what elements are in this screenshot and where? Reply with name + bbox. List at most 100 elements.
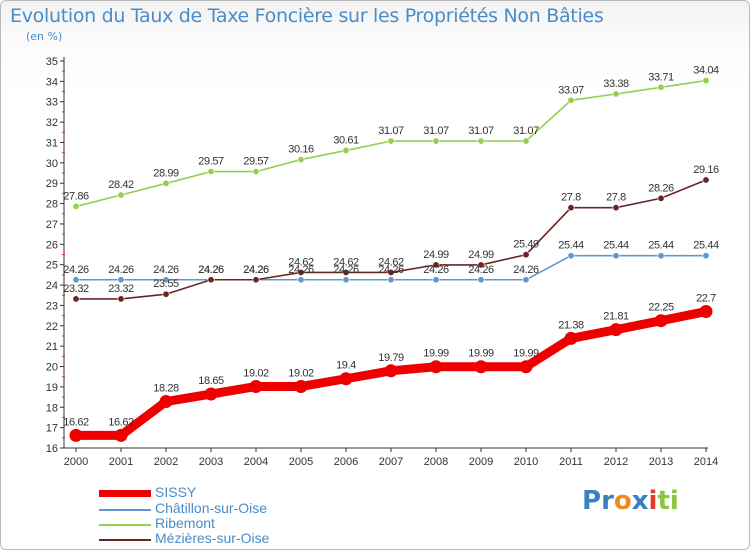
data-label: 29.57	[243, 156, 269, 168]
data-point	[294, 379, 308, 393]
data-label: 31.07	[378, 125, 404, 137]
x-tick-label: 2011	[559, 456, 583, 468]
legend-swatch	[99, 539, 151, 541]
x-tick-label: 2008	[424, 456, 448, 468]
y-tick-label: 16	[46, 443, 58, 455]
data-point	[474, 360, 488, 374]
legend-item-chatillon: Châtillon-sur-Oise	[99, 500, 359, 518]
legend-swatch	[99, 509, 151, 511]
logo-letter: x	[631, 486, 649, 516]
data-point	[207, 168, 215, 176]
data-point	[117, 276, 125, 284]
data-label: 18.65	[198, 375, 224, 387]
data-label: 31.07	[468, 125, 494, 137]
data-point	[702, 77, 710, 85]
data-label: 23.32	[108, 283, 134, 295]
x-tick-label: 2012	[604, 456, 628, 468]
data-label: 30.61	[333, 134, 359, 146]
data-label: 24.26	[423, 264, 449, 276]
x-tick-label: 2007	[379, 456, 403, 468]
data-label: 34.04	[693, 65, 719, 77]
x-tick-label: 2010	[514, 456, 538, 468]
data-point	[612, 252, 620, 260]
logo-letter: t	[657, 486, 670, 516]
data-label: 19.4	[336, 360, 356, 372]
y-tick-label: 18	[46, 402, 58, 414]
data-label: 24.26	[288, 264, 314, 276]
data-point	[69, 428, 83, 442]
data-point	[339, 372, 353, 386]
y-tick-label: 29	[46, 178, 58, 190]
data-label: 27.8	[561, 192, 581, 204]
data-point	[297, 268, 305, 276]
data-point	[387, 137, 395, 145]
data-label: 24.26	[468, 264, 494, 276]
x-tick-label: 2002	[154, 456, 178, 468]
legend-label: Ribemont	[155, 515, 215, 531]
y-tick-label: 33	[46, 97, 58, 109]
data-point	[609, 323, 623, 337]
data-point	[477, 137, 485, 145]
data-point	[657, 83, 665, 91]
y-tick-label: 20	[46, 362, 58, 374]
data-point	[387, 268, 395, 276]
data-label: 24.99	[423, 249, 449, 261]
data-label: 18.28	[153, 383, 179, 395]
data-point	[117, 295, 125, 303]
data-point	[432, 137, 440, 145]
data-label: 24.62	[333, 256, 359, 268]
data-point	[72, 276, 80, 284]
legend-item-sissy: SISSY	[99, 484, 359, 502]
data-point	[657, 194, 665, 202]
legend-label: SISSY	[155, 484, 197, 500]
y-tick-label: 19	[46, 382, 58, 394]
logo-letter: i	[669, 486, 679, 516]
x-tick-label: 2000	[64, 456, 88, 468]
data-label: 28.99	[153, 167, 179, 179]
y-tick-label: 27	[46, 219, 58, 231]
data-label: 33.07	[558, 84, 584, 96]
data-point	[522, 137, 530, 145]
data-point	[612, 90, 620, 98]
legend-swatch	[99, 490, 151, 497]
data-point	[204, 387, 218, 401]
x-tick-label: 2009	[469, 456, 493, 468]
data-label: 30.16	[288, 144, 314, 156]
data-label: 16.62	[63, 416, 89, 428]
legend-label: Châtillon-sur-Oise	[155, 500, 268, 516]
data-label: 23.32	[63, 283, 89, 295]
data-label: 24.26	[198, 264, 224, 276]
y-tick-label: 23	[46, 300, 58, 312]
data-point	[567, 96, 575, 104]
data-point	[252, 168, 260, 176]
x-tick-label: 2014	[694, 456, 718, 468]
data-point	[564, 331, 578, 345]
y-tick-label: 35	[46, 56, 58, 68]
data-point	[387, 276, 395, 284]
y-tick-label: 26	[46, 239, 58, 251]
y-tick-label: 28	[46, 199, 58, 211]
legend-item-ribemont: Ribemont	[99, 515, 359, 533]
data-label: 24.26	[108, 264, 134, 276]
logo-letter: i	[648, 486, 658, 516]
data-point	[567, 204, 575, 212]
y-tick-label: 25	[46, 260, 58, 272]
data-label: 24.62	[378, 256, 404, 268]
data-label: 24.26	[198, 264, 224, 276]
logo-letter: r	[601, 486, 614, 516]
data-label: 19.02	[288, 367, 314, 379]
data-label: 21.38	[558, 319, 584, 331]
data-point	[207, 276, 215, 284]
data-point	[519, 360, 533, 374]
data-point	[432, 261, 440, 269]
data-point	[297, 156, 305, 164]
data-label: 24.26	[243, 264, 269, 276]
data-point	[432, 276, 440, 284]
data-label: 19.02	[243, 367, 269, 379]
data-point	[252, 276, 260, 284]
data-point	[249, 379, 263, 393]
x-tick-label: 2013	[649, 456, 673, 468]
chart-title: Evolution du Taux de Taxe Foncière sur l…	[10, 5, 604, 27]
